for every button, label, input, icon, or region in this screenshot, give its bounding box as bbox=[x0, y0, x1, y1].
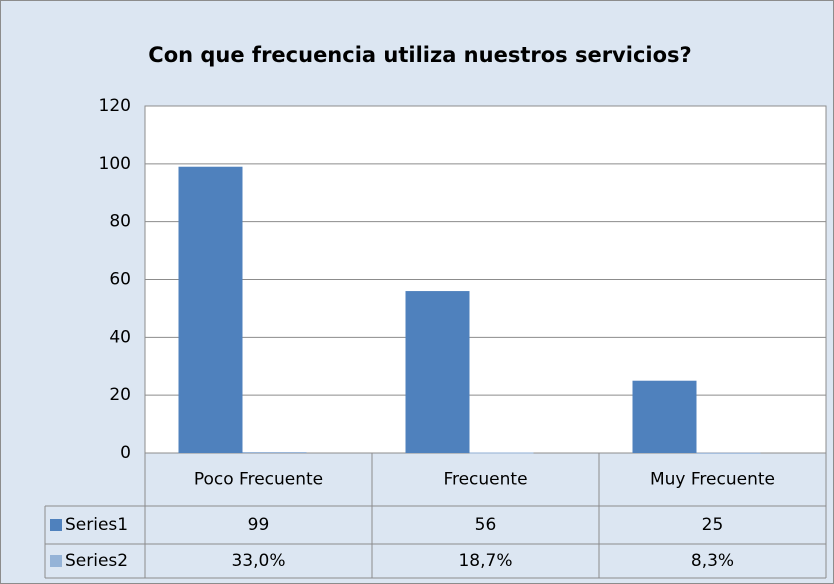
chart-title: Con que frecuencia utiliza nuestros serv… bbox=[148, 43, 691, 67]
y-tick-label: 0 bbox=[120, 443, 131, 463]
data-table-value: 25 bbox=[702, 515, 724, 535]
bar bbox=[696, 452, 761, 454]
y-tick-label: 100 bbox=[99, 154, 131, 174]
bar bbox=[632, 380, 697, 453]
y-tick-label: 40 bbox=[109, 327, 131, 347]
bar bbox=[469, 452, 534, 454]
y-tick-label: 80 bbox=[109, 212, 131, 232]
bar bbox=[178, 166, 243, 453]
data-table-value: 8,3% bbox=[691, 551, 734, 571]
legend-key bbox=[50, 555, 62, 567]
y-tick-label: 20 bbox=[109, 385, 131, 405]
data-table-value: 33,0% bbox=[231, 551, 285, 571]
legend-key bbox=[50, 519, 62, 531]
x-tick-label: Poco Frecuente bbox=[194, 470, 323, 490]
x-tick-label: Muy Frecuente bbox=[650, 470, 775, 490]
x-tick-label: Frecuente bbox=[443, 470, 527, 490]
data-table-value: 56 bbox=[475, 515, 497, 535]
bar bbox=[242, 452, 307, 454]
y-tick-label: 60 bbox=[109, 270, 131, 290]
legend-label: Series2 bbox=[65, 551, 128, 571]
data-table-value: 18,7% bbox=[458, 551, 512, 571]
bar bbox=[405, 291, 470, 453]
legend-label: Series1 bbox=[65, 515, 128, 535]
data-table-value: 99 bbox=[248, 515, 270, 535]
y-tick-label: 120 bbox=[99, 96, 131, 116]
